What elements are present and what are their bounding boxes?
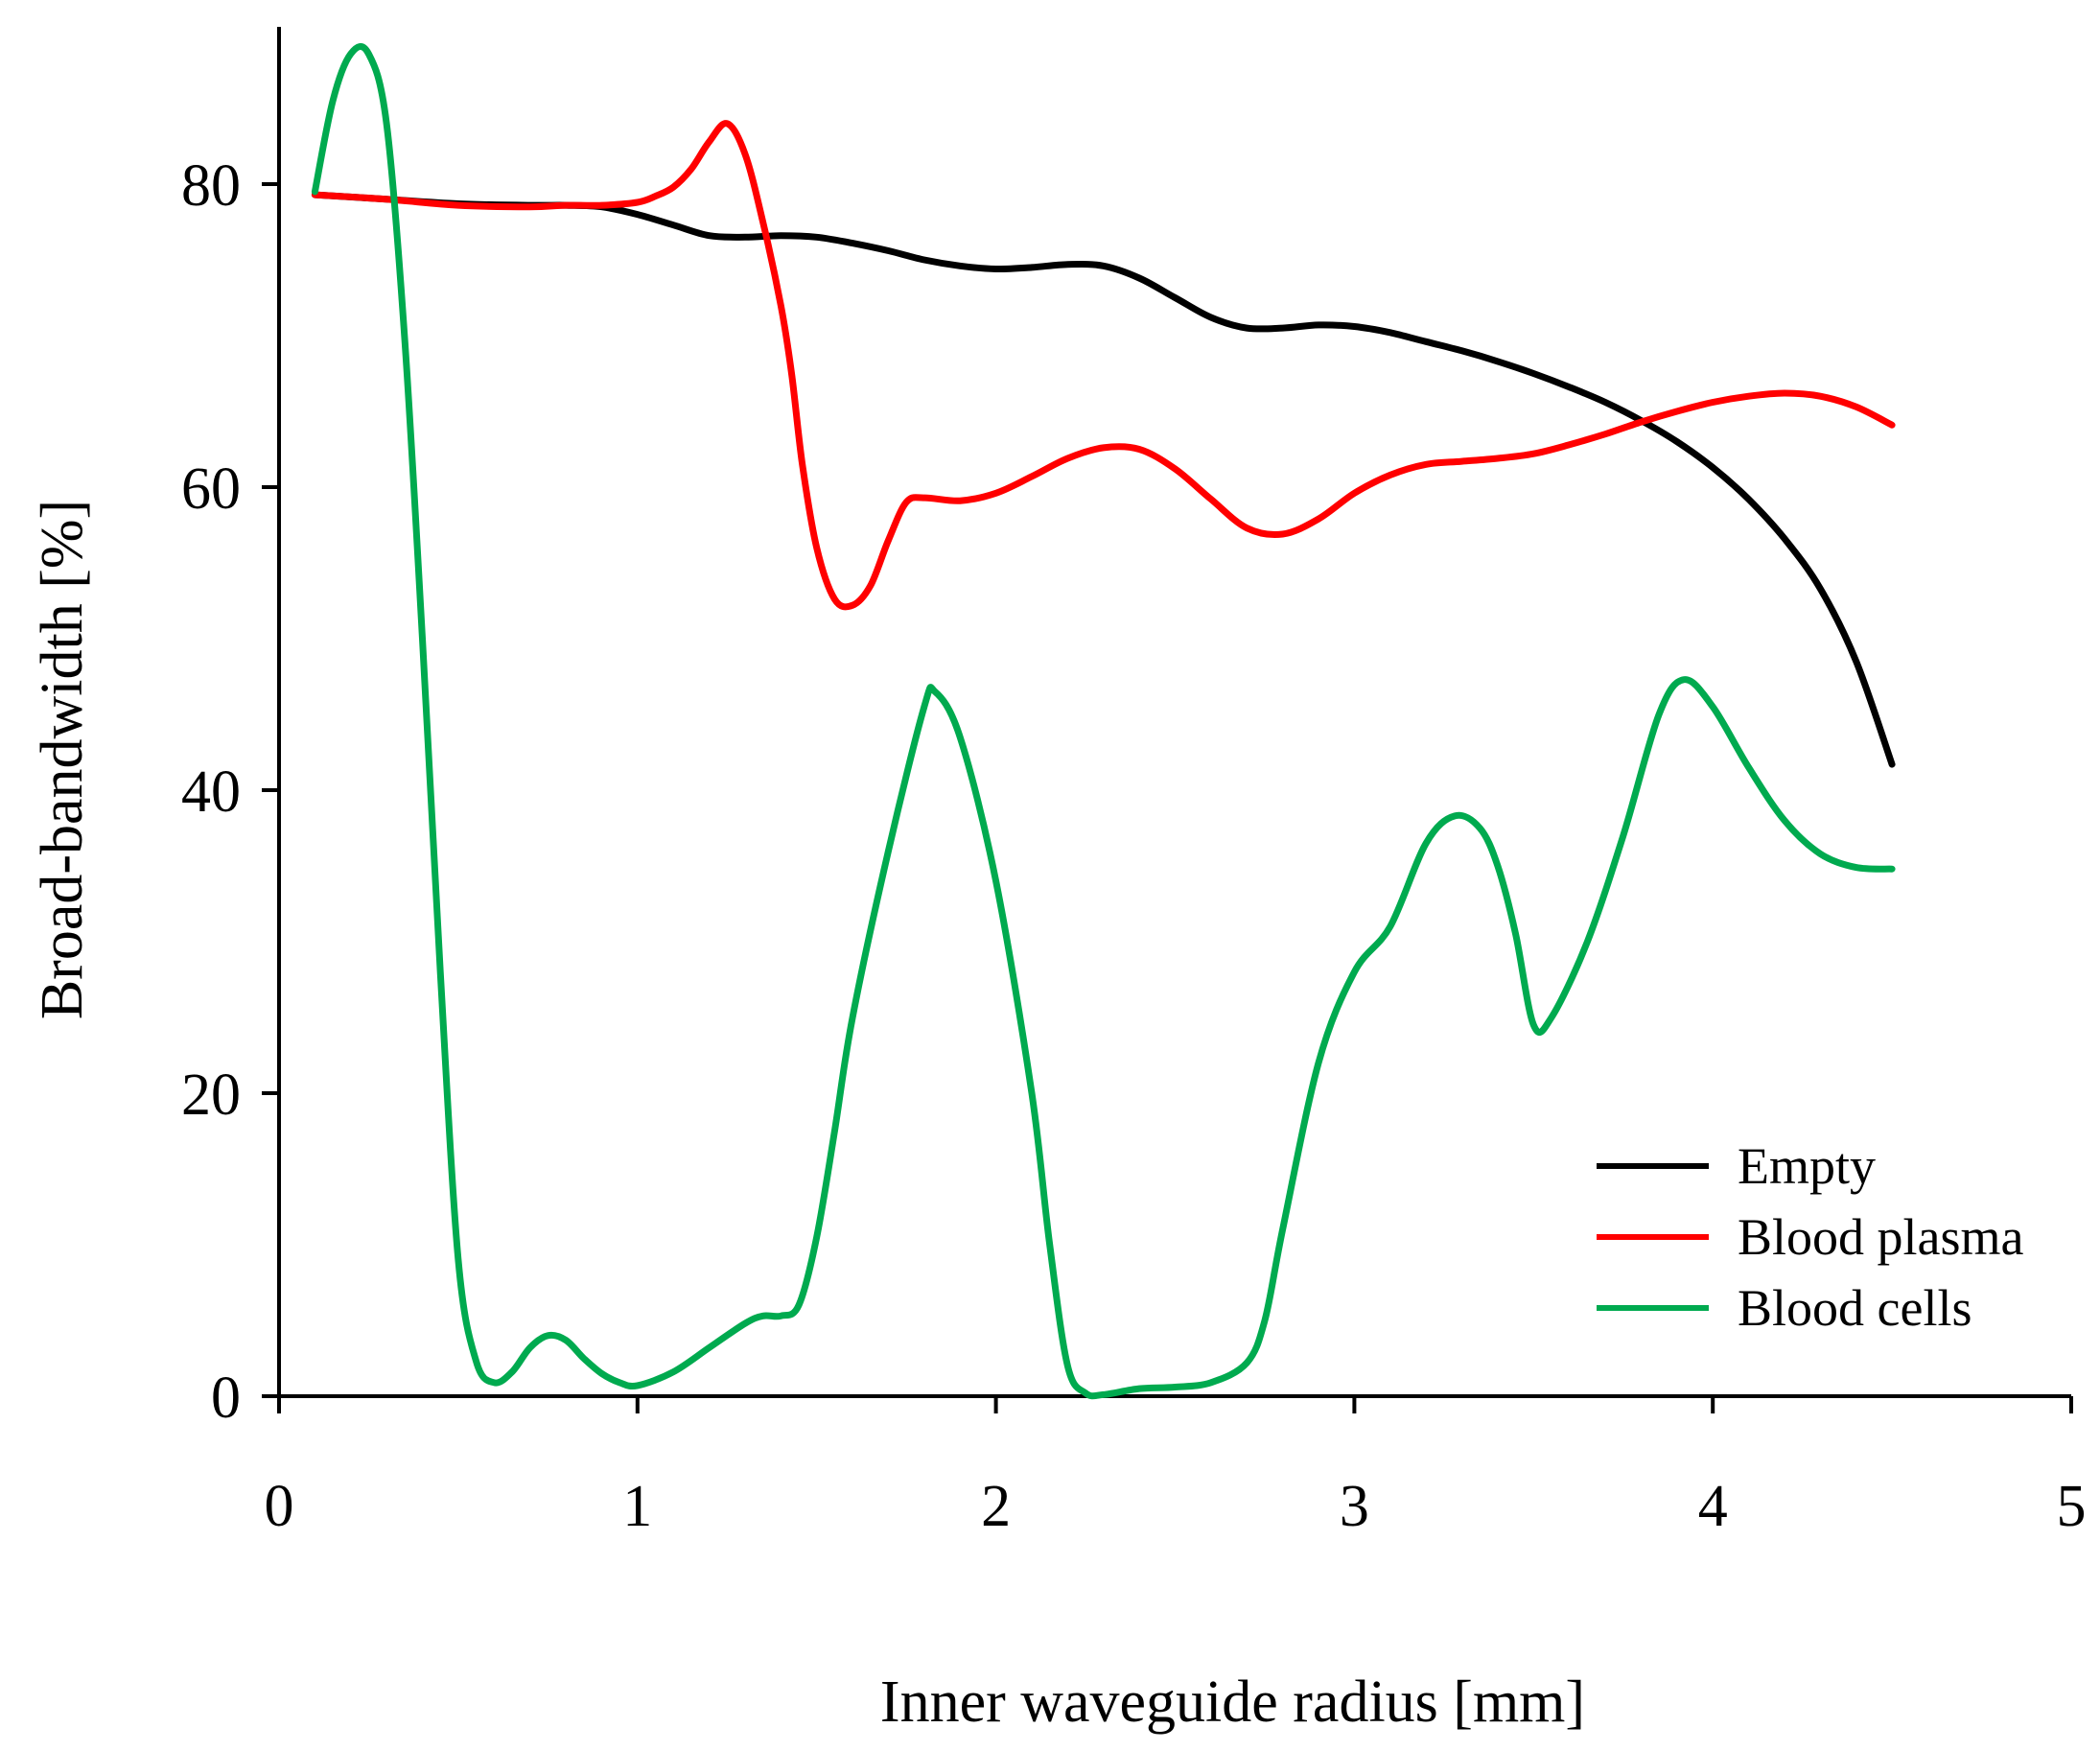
- y-tick-label: 40: [181, 759, 241, 825]
- legend-label-blood-plasma: Blood plasma: [1738, 1208, 2024, 1266]
- y-tick-label: 80: [181, 153, 241, 219]
- x-tick-label: 1: [622, 1474, 652, 1539]
- series-line-empty: [311, 191, 1896, 768]
- y-tick-label: 0: [211, 1366, 241, 1431]
- y-tick-label: 20: [181, 1062, 241, 1128]
- legend-label-empty: Empty: [1738, 1137, 1876, 1195]
- series-lines: [311, 43, 1896, 1400]
- x-tick-label: 4: [1698, 1474, 1728, 1539]
- x-tick-label: 0: [265, 1474, 294, 1539]
- axes: 0 20 40 60 80 0 1 2 3 4 5: [181, 27, 2087, 1539]
- x-tick-label: 5: [2057, 1474, 2087, 1539]
- series-line-blood-plasma: [311, 120, 1896, 611]
- x-tick-label: 3: [1340, 1474, 1369, 1539]
- x-tick-label: 2: [981, 1474, 1011, 1539]
- legend-label-blood-cells: Blood cells: [1738, 1279, 1972, 1337]
- y-axis-title: Broad-bandwidth [%]: [30, 500, 95, 1019]
- legend: Empty Blood plasma Blood cells: [1597, 1137, 2024, 1337]
- x-axis-title: Inner waveguide radius [mm]: [880, 1669, 1585, 1735]
- y-tick-label: 60: [181, 456, 241, 522]
- series-line-blood-cells: [311, 43, 1896, 1400]
